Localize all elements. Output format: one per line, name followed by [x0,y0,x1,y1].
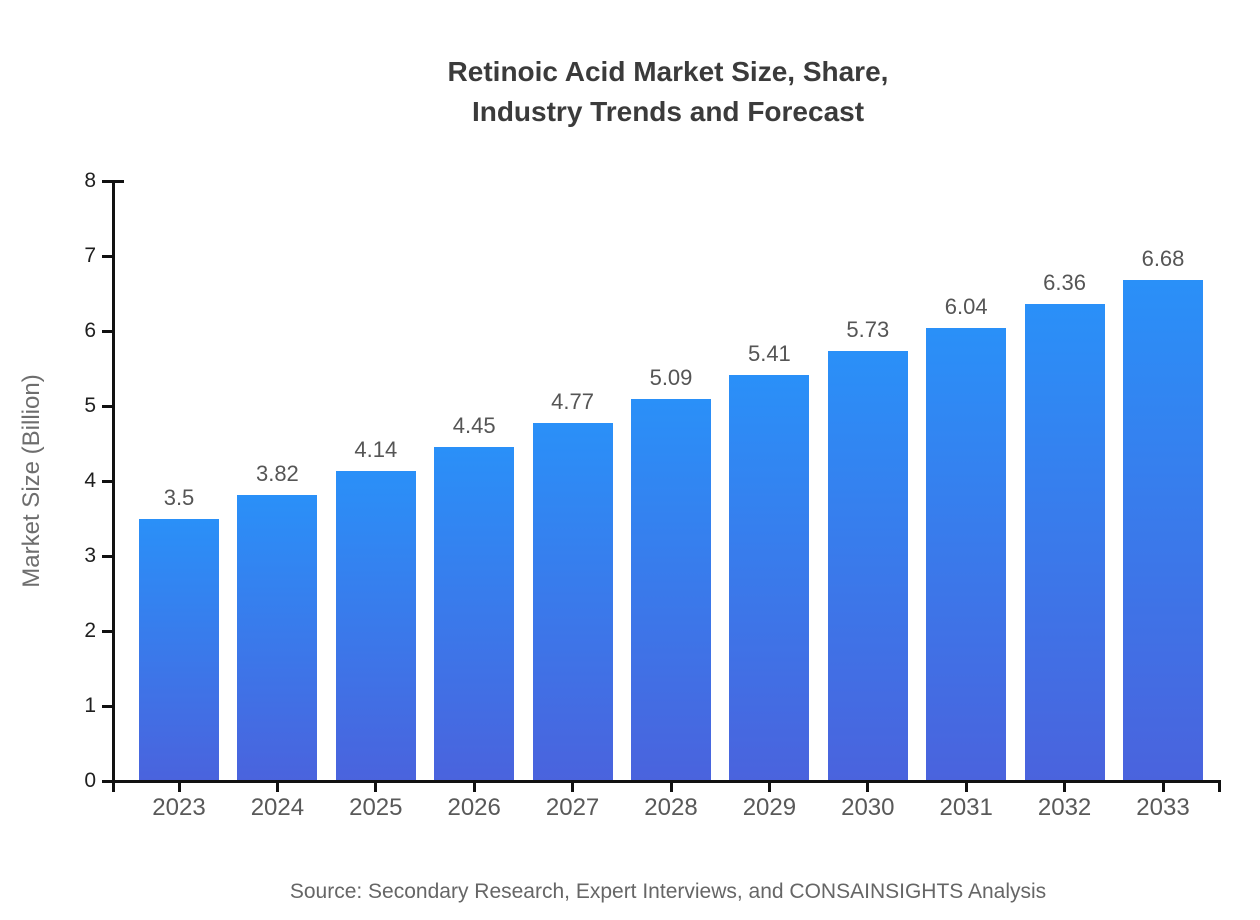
x-tick [1161,781,1165,792]
bar [434,447,515,781]
y-tick [102,554,113,558]
x-tick-label: 2032 [1037,794,1092,821]
y-tick [102,329,113,333]
bar [926,328,1007,781]
y-tick [102,404,113,408]
chart-title: Retinoic Acid Market Size, Share, Indust… [218,52,1118,132]
x-tick [767,781,771,792]
y-tick-label: 2 [84,619,96,642]
bar [532,423,613,781]
bar-value-label: 3.82 [255,460,299,486]
bar [1024,304,1105,781]
x-axis-line [111,779,1221,783]
x-tick-label: 2033 [1136,794,1190,821]
bar-value-label: 5.41 [747,341,791,367]
bar-value-label: 6.04 [944,294,988,319]
bar [827,351,908,781]
x-tick [177,781,181,792]
x-tick-label: 2028 [644,794,698,821]
bar [1123,280,1203,781]
x-tick-label: 2029 [742,794,797,821]
y-tick [102,704,113,708]
bar [729,375,810,781]
y-tick-label: 8 [84,169,96,192]
bar-value-label: 5.73 [846,317,890,343]
bar-value-label: 6.36 [1043,270,1086,295]
x-tick-label: 2031 [939,794,993,821]
y-tick [102,254,113,258]
y-tick [102,179,113,183]
x-tick [669,781,673,792]
y-tick-label: 6 [84,319,96,342]
x-tick-label: 2023 [152,794,206,821]
x-tick-label: 2030 [841,794,895,821]
x-tick [964,781,968,792]
y-tick-label: 0 [84,769,96,792]
x-tick [1063,781,1067,792]
x-axis-end-tick-left [111,781,115,792]
x-tick-label: 2025 [349,794,403,821]
x-tick-label: 2027 [545,794,600,821]
bar-value-label: 4.45 [452,413,496,439]
y-tick-label: 3 [84,544,96,567]
x-tick [866,781,870,792]
bar-value-label: 5.09 [649,365,693,391]
x-tick-label: 2026 [447,794,501,821]
y-tick-label: 5 [84,394,96,417]
y-tick [102,479,113,483]
bar [237,494,318,781]
chart-title-line1: Retinoic Acid Market Size, Share, [447,56,889,87]
y-tick-label: 7 [84,244,96,267]
bar-value-label: 6.68 [1141,246,1185,271]
x-tick [472,781,476,792]
y-axis-top-cap [113,180,124,183]
x-tick [571,781,575,792]
y-tick-label: 1 [84,694,96,717]
y-axis-line [111,180,115,783]
x-tick [275,781,279,792]
y-tick [102,629,113,633]
x-axis-end-tick-right [1218,781,1221,792]
x-tick-label: 2024 [250,794,305,821]
x-tick [374,781,378,792]
bar [139,518,219,781]
source-note: Source: Secondary Research, Expert Inter… [289,880,1047,903]
chart-title-line2: Industry Trends and Forecast [471,96,865,127]
bar-value-label: 3.5 [163,484,195,510]
y-tick-label: 4 [84,469,96,492]
y-tick [102,779,113,783]
bar-value-label: 4.77 [551,389,594,415]
bar [631,399,711,781]
bar-value-label: 4.14 [354,436,398,462]
bar [335,470,416,781]
